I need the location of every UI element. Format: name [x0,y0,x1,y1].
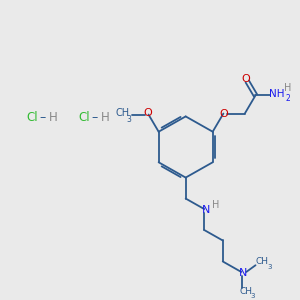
Text: H: H [284,83,292,93]
Text: H: H [101,111,110,124]
Text: CH: CH [239,287,252,296]
Text: 3: 3 [268,264,272,270]
Text: O: O [143,108,152,118]
Text: O: O [242,74,250,85]
Text: 3: 3 [251,293,255,299]
Text: 3: 3 [127,115,132,124]
Text: H: H [212,200,219,210]
Text: N: N [202,206,210,215]
Text: CH: CH [256,257,269,266]
Text: –: – [92,111,98,124]
Text: Cl: Cl [79,111,90,124]
Text: N: N [238,268,247,278]
Text: CH: CH [116,108,130,118]
Text: O: O [219,109,228,118]
Text: 2: 2 [285,94,290,103]
Text: NH: NH [269,89,285,99]
Text: H: H [49,111,58,124]
Text: –: – [40,111,46,124]
Text: Cl: Cl [27,111,38,124]
